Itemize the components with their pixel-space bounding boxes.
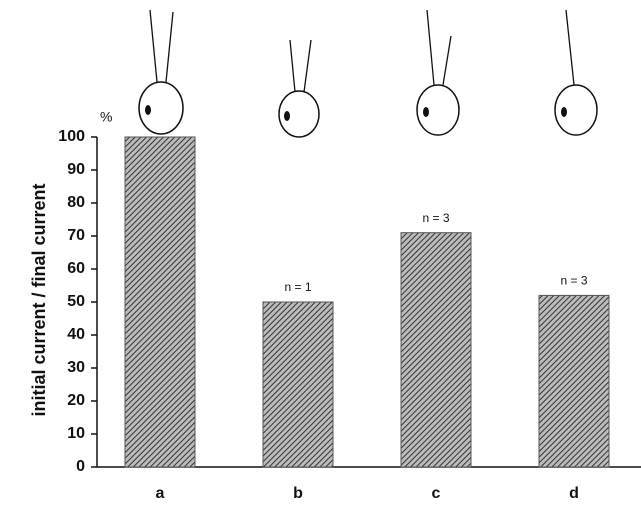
y-tick-label: 100 (58, 128, 85, 145)
y-unit: % (100, 109, 112, 125)
y-tick-label: 10 (67, 425, 85, 442)
bar (125, 137, 195, 467)
y-axis-label: initial current / final current (29, 183, 49, 416)
y-tick-label: 40 (67, 326, 85, 343)
bar-note: n = 3 (422, 211, 449, 225)
eye-diagrams (139, 10, 597, 137)
y-tick-label: 0 (76, 458, 85, 475)
x-tick-label: b (293, 485, 303, 502)
bar (539, 295, 609, 467)
x-tick-label: d (569, 485, 579, 502)
y-tick-label: 70 (67, 227, 85, 244)
y-tick-label: 50 (67, 293, 85, 310)
y-tick-label: 20 (67, 392, 85, 409)
x-tick-label: a (156, 485, 165, 502)
y-tick-label: 90 (67, 161, 85, 178)
y-tick-label: 30 (67, 359, 85, 376)
x-tick-label: c (432, 485, 441, 502)
bar-note: n = 3 (560, 274, 587, 288)
chart: % initial current / final current 0 10 20 3… (0, 0, 641, 510)
bar (401, 233, 471, 467)
y-tick-label: 60 (67, 260, 85, 277)
bar (263, 302, 333, 467)
bar-note: n = 1 (284, 280, 311, 294)
y-tick-label: 80 (67, 194, 85, 211)
